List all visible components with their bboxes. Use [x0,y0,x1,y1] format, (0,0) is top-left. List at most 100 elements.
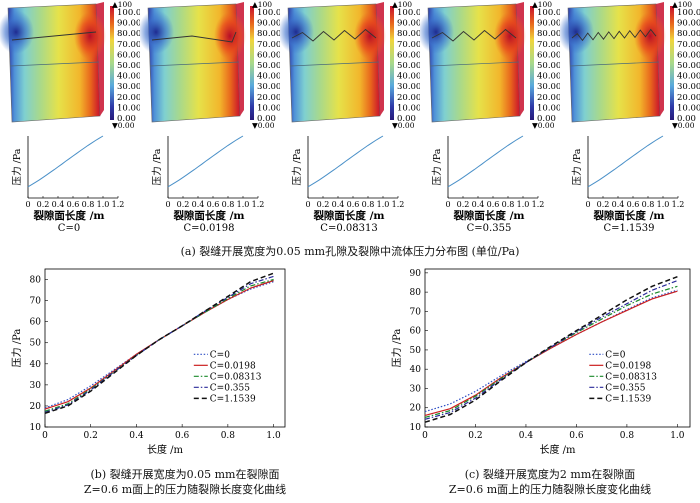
panel-c-label: C=0.08313 [320,223,377,234]
colorbar-top-label: ▲100 [672,0,692,9]
colorbar: ▲100100.0090.0080.0070.0060.0050.0040.00… [670,0,700,130]
colorbar-bottom-label: ▼0.00 [112,121,135,130]
colorbar-tick-label: 30.00 [117,82,140,92]
colorbar-tick-label: 100.00 [117,8,140,18]
small-x-tick-label: 0.6 [627,200,640,209]
colorbar-tick-label: 30.00 [257,82,280,92]
small-x-tick-label: 0.4 [612,200,625,209]
colorbar-tick-label: 70.00 [397,40,420,50]
high-pressure-zone [354,12,386,60]
small-x-label: 裂隙面长度 /m [592,209,664,222]
colorbar-tick-label: 90.00 [537,19,560,29]
colorbar-tick-label: 30.00 [537,82,560,92]
small-x-tick-label: 0.8 [82,200,95,209]
colorbar-bottom-label: ▼0.00 [252,121,275,130]
colorbar-tick-label: 40.00 [257,72,280,82]
high-pressure-zone [74,12,106,60]
y-tick-label: 10 [30,423,42,433]
colorbar-tick-label: 90.00 [257,19,280,29]
legend-label: C=0.08313 [210,372,262,382]
small-x-tick-label: 1.0 [97,200,110,209]
caption-b-line2: Z=0.6 m面上的压力随裂隙长度变化曲线 [83,483,287,496]
small-y-label: 压力 /Pa [571,148,583,185]
y-tick-label: 80 [410,288,422,298]
colorbar-tick-label: 70.00 [677,40,700,50]
colorbar-tick-label: 50.00 [677,61,700,71]
small-x-label: 裂隙面长度 /m [172,209,244,222]
small-x-tick-label: 0.6 [347,200,360,209]
small-x-tick-label: 0 [445,200,450,209]
y-tick-label: 30 [30,381,42,391]
small-pressure-curve [307,135,384,188]
series-line [424,275,678,423]
chart-c: 0 0.2 0.4 0.6 0.8 1.0 10 20 30 40 50 60 70 80 90 长度 /m 压… [390,268,691,456]
y-tick-label: 50 [30,339,42,349]
y-tick-label: 50 [410,346,422,356]
low-pressure-zone [418,10,454,54]
x-axis-label: 长度 /m [539,443,576,456]
series-line [424,280,678,420]
caption-a: (a) 裂缝开展宽度为0.05 mm孔隙及裂隙中流体压力分布图 (单位/Pa) [180,245,520,258]
small-x-tick-label: 0.4 [472,200,485,209]
small-x-tick-label: 1.0 [657,200,670,209]
small-pressure-chart: 0 0.2 0.4 0.6 0.8 1.0 1.2 压力 /Pa 裂隙面长度 /mC=0.355 [431,135,545,234]
colorbar-tick-label: 10.00 [397,103,420,113]
crack-line [571,28,657,42]
caption-c-line1: (c) 裂缝开展宽度为2 mm在裂隙面 [464,468,636,481]
panel-svg: ▲100100.0090.0080.0070.0060.0050.0040.00… [278,0,427,234]
colorbar-tick-label: 0.00 [677,114,696,124]
x-axis-label: 长度 /m [147,443,184,456]
legend-label: C=0.08313 [605,372,657,382]
contour-panel: ▲100100.0090.0080.0070.0060.0050.0040.00… [418,0,567,240]
y-tick-label: 60 [410,327,422,337]
plane-line [289,61,380,67]
colorbar-tick-label: 60.00 [677,50,700,60]
series-line [44,275,274,413]
small-x-tick-label: 0.6 [487,200,500,209]
small-x-tick-label: 0 [585,200,590,209]
contour-block [418,2,526,123]
colorbar-tick-label: 60.00 [257,50,280,60]
small-x-tick-label: 0.2 [457,200,470,209]
high-pressure-zone [634,12,666,60]
x-tick-label: 0 [42,431,48,441]
colorbar-strip [110,6,114,120]
colorbar-tick-label: 30.00 [677,82,700,92]
colorbar-tick-label: 80.00 [677,29,700,39]
series-line [44,278,274,412]
small-x-tick-label: 1.2 [672,200,685,209]
colorbar-top-label: ▲100 [252,0,272,9]
small-x-tick-label: 0.4 [192,200,205,209]
small-x-tick-label: 0.8 [362,200,375,209]
y-tick-label: 30 [410,384,422,394]
colorbar-tick-label: 40.00 [397,72,420,82]
colorbar-tick-label: 60.00 [537,50,560,60]
contour-panel: ▲100100.0090.0080.0070.0060.0050.0040.00… [0,0,147,240]
colorbar-strip [390,6,394,120]
legend-label: C=1.1539 [210,394,256,404]
x-tick-label: 0.6 [569,431,584,441]
contour-block [278,2,386,123]
panel-svg: ▲100100.0090.0080.0070.0060.0050.0040.00… [558,0,700,234]
colorbar-tick-label: 80.00 [537,29,560,39]
small-pressure-chart: 0 0.2 0.4 0.6 0.8 1.0 1.2 压力 /Pa 裂隙面长度 /mC=1.153… [571,135,685,234]
colorbar-top-label: ▲100 [112,0,132,9]
colorbar-tick-label: 90.00 [117,19,140,29]
small-y-label: 压力 /Pa [431,148,443,185]
x-tick-label: 1.0 [670,431,685,441]
plot-frame [424,268,691,428]
x-tick-label: 0.4 [519,431,534,441]
colorbar-tick-label: 40.00 [117,72,140,82]
colorbar-tick-label: 70.00 [117,40,140,50]
legend-label: C=0 [605,350,625,360]
colorbar-tick-label: 40.00 [677,72,700,82]
colorbar-strip [530,6,534,120]
small-x-tick-label: 0.8 [222,200,235,209]
small-x-tick-label: 0.2 [317,200,330,209]
small-x-tick-label: 1.2 [112,200,125,209]
colorbar-bottom-label: ▼0.00 [532,121,555,130]
small-y-label: 压力 /Pa [11,148,23,185]
legend-label: C=0.355 [210,383,250,393]
y-axis-label: 压力 /Pa [390,329,403,368]
small-x-tick-label: 1.2 [532,200,545,209]
